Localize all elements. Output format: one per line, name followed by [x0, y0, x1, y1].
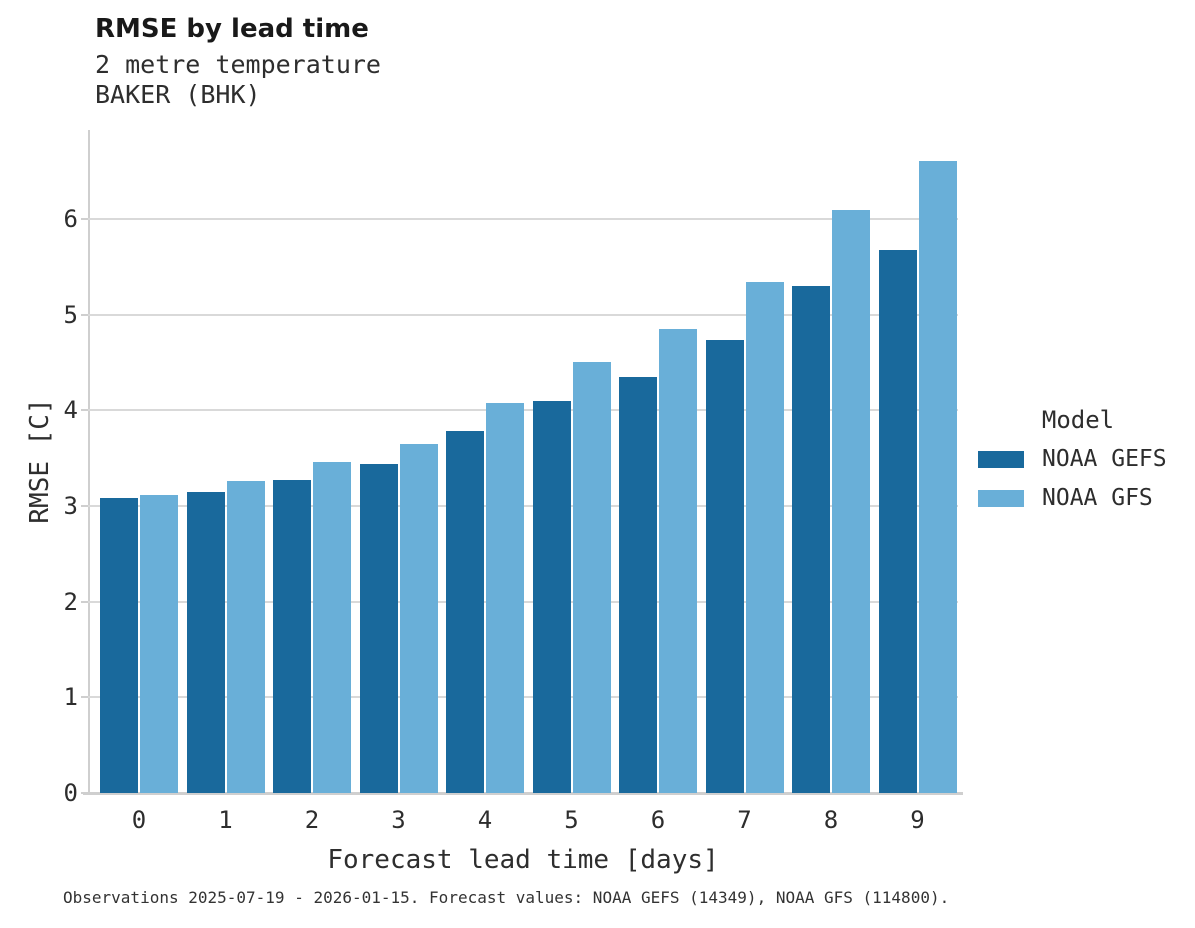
x-axis-label: Forecast lead time [days]: [327, 845, 719, 875]
chart-subtitle-line-station: BAKER (BHK): [95, 80, 261, 109]
bar-noaa-gfs-lead-0: [140, 495, 178, 793]
y-tick-mark: [81, 409, 88, 412]
chart-subtitle-line-variable: 2 metre temperature: [95, 50, 381, 79]
y-tick-mark: [81, 505, 88, 507]
y-tick-label: 6: [63, 204, 78, 233]
bar-noaa-gefs-lead-8: [792, 285, 830, 793]
chart-title: RMSE by lead time: [95, 14, 369, 44]
bar-noaa-gefs-lead-7: [705, 339, 744, 793]
bar-noaa-gefs-lead-3: [359, 463, 398, 793]
x-tick-label: 4: [477, 806, 493, 834]
legend-title: Model: [1041, 406, 1115, 434]
bar-noaa-gfs-lead-1: [226, 481, 265, 793]
x-tick-label: 5: [564, 806, 579, 834]
bar-noaa-gefs-lead-6: [619, 376, 657, 793]
y-tick-label: 0: [63, 779, 78, 807]
bar-noaa-gefs-lead-2: [273, 480, 311, 793]
bar-noaa-gfs-lead-4: [486, 402, 524, 793]
bar-noaa-gfs-lead-7: [745, 282, 784, 793]
y-tick-label: 3: [63, 491, 78, 520]
x-tick-label: 7: [737, 806, 752, 834]
x-tick-label: 9: [910, 806, 925, 834]
bar-noaa-gfs-lead-3: [399, 443, 438, 793]
y-tick-label: 4: [63, 396, 78, 425]
legend-swatch-gfs-icon: [978, 489, 1024, 507]
bar-noaa-gefs-lead-1: [186, 491, 225, 793]
bar-noaa-gfs-lead-5: [572, 361, 611, 793]
x-tick-label: 8: [823, 806, 839, 834]
bar-noaa-gefs-lead-4: [446, 431, 484, 793]
y-tick-mark: [81, 313, 88, 316]
y-tick-mark: [81, 217, 88, 220]
legend-entry-noaa-gfs: NOAA GFS: [978, 485, 1178, 511]
bar-noaa-gfs-lead-9: [918, 160, 957, 793]
legend-swatch-gefs-icon: [978, 450, 1024, 468]
y-tick-label: 2: [63, 587, 78, 616]
footer-note: Observations 2025-07-19 - 2026-01-15. Fo…: [63, 888, 950, 907]
x-tick-label: 1: [218, 806, 233, 834]
bar-noaa-gefs-lead-9: [878, 249, 917, 793]
y-tick-mark: [81, 696, 88, 699]
gridline: [88, 313, 958, 316]
x-tick-label: 0: [131, 806, 147, 834]
y-axis-spine: [88, 130, 90, 793]
legend-label: NOAA GEFS: [1042, 446, 1167, 472]
x-tick-label: 3: [391, 806, 406, 834]
y-tick-mark: [81, 600, 88, 603]
y-tick-mark: [81, 792, 88, 794]
bar-noaa-gfs-lead-2: [313, 461, 351, 793]
gridline: [88, 217, 958, 220]
x-tick-label: 2: [304, 806, 320, 834]
bar-noaa-gfs-lead-6: [659, 329, 697, 793]
legend-label: NOAA GFS: [1042, 485, 1153, 511]
y-tick-label: 5: [63, 300, 78, 329]
plot-area: [81, 130, 963, 795]
x-tick-label: 6: [650, 806, 666, 834]
chart-subtitle: 2 metre temperature BAKER (BHK): [95, 50, 381, 110]
bar-noaa-gefs-lead-0: [100, 498, 138, 793]
legend-entry-noaa-gefs: NOAA GEFS: [978, 446, 1178, 472]
bar-noaa-gfs-lead-8: [832, 210, 870, 793]
x-axis-baseline: [83, 792, 963, 795]
bar-noaa-gefs-lead-5: [532, 400, 571, 793]
y-tick-label: 1: [63, 683, 78, 712]
legend: Model NOAA GEFS NOAA GFS: [978, 406, 1178, 524]
